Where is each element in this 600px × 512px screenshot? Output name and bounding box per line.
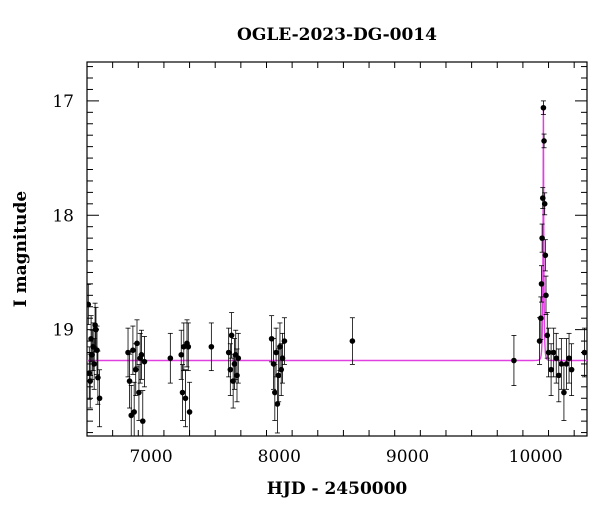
data-point bbox=[550, 349, 557, 356]
x-tick-label: 9000 bbox=[386, 447, 429, 467]
data-point bbox=[87, 301, 92, 308]
data-point bbox=[167, 355, 174, 362]
data-point bbox=[541, 138, 547, 144]
data-point bbox=[544, 332, 551, 339]
y-tick-label: 17 bbox=[52, 92, 74, 112]
data-point bbox=[93, 326, 99, 333]
data-point bbox=[185, 343, 192, 350]
data-point bbox=[566, 355, 572, 362]
data-point bbox=[228, 332, 235, 339]
x-tick-label: 10000 bbox=[509, 447, 563, 467]
data-point bbox=[563, 361, 570, 367]
data-point bbox=[270, 361, 277, 367]
data-point bbox=[568, 366, 575, 373]
data-point bbox=[542, 252, 549, 259]
data-point bbox=[139, 418, 146, 424]
data-point bbox=[275, 372, 282, 379]
data-point bbox=[539, 235, 545, 241]
data-point bbox=[138, 351, 145, 358]
data-point bbox=[130, 347, 136, 354]
data-point bbox=[511, 357, 517, 364]
data-point bbox=[561, 389, 567, 396]
chart-title: OGLE-2023-DG-0014 bbox=[237, 25, 437, 45]
data-point bbox=[136, 389, 142, 396]
y-axis-label: I magnitude bbox=[11, 191, 31, 308]
data-point bbox=[231, 361, 238, 367]
data-point bbox=[227, 366, 234, 373]
data-point bbox=[126, 378, 133, 384]
plot-area bbox=[87, 100, 587, 436]
data-point bbox=[94, 347, 100, 354]
data-point bbox=[178, 351, 185, 358]
data-point bbox=[179, 389, 186, 396]
data-point bbox=[91, 361, 97, 367]
model-curve bbox=[87, 107, 587, 362]
data-point bbox=[273, 349, 279, 356]
data-point bbox=[131, 409, 137, 415]
data-point bbox=[558, 361, 565, 367]
data-point bbox=[279, 355, 286, 362]
data-point bbox=[277, 343, 283, 350]
data-point bbox=[541, 201, 548, 207]
data-point bbox=[545, 349, 552, 356]
data-point bbox=[274, 401, 281, 407]
data-point bbox=[281, 338, 288, 344]
data-point bbox=[553, 355, 560, 362]
data-point bbox=[186, 409, 193, 415]
data-point bbox=[581, 349, 587, 356]
data-point bbox=[548, 366, 554, 373]
x-tick-label: 7000 bbox=[129, 447, 172, 467]
data-point bbox=[134, 340, 140, 347]
data-point bbox=[235, 355, 242, 362]
data-point bbox=[272, 389, 278, 396]
data-point bbox=[96, 395, 103, 402]
data-point bbox=[543, 292, 549, 299]
x-axis-label: HJD - 2450000 bbox=[267, 479, 408, 499]
data-point bbox=[132, 366, 139, 373]
data-point bbox=[278, 366, 285, 373]
y-tick-label: 18 bbox=[52, 206, 74, 226]
data-point bbox=[538, 315, 544, 321]
y-tick-label: 19 bbox=[52, 321, 74, 341]
x-tick-label: 8000 bbox=[258, 447, 301, 467]
data-point bbox=[234, 372, 240, 379]
data-point bbox=[349, 338, 356, 344]
data-point bbox=[208, 343, 215, 350]
data-point bbox=[538, 281, 545, 287]
data-point bbox=[540, 104, 547, 111]
data-point bbox=[555, 372, 562, 379]
plot-frame bbox=[86, 61, 588, 437]
data-point bbox=[182, 395, 189, 402]
data-point bbox=[87, 370, 93, 376]
data-point bbox=[141, 358, 148, 365]
plot-layer: 7000 8000 9000 10000 17 18 19 bbox=[52, 61, 588, 467]
data-point bbox=[539, 195, 546, 201]
